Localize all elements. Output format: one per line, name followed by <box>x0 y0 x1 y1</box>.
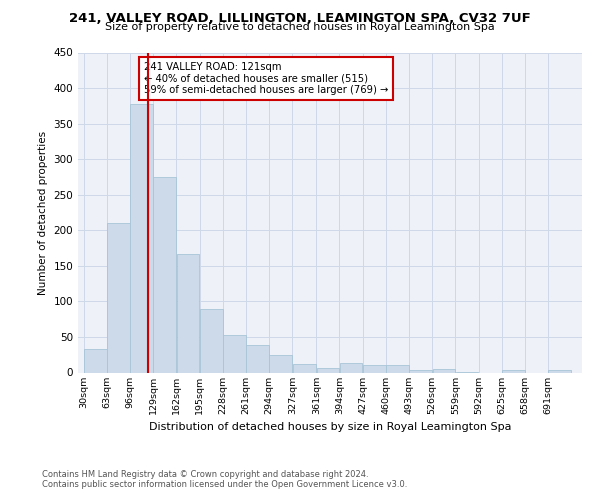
Bar <box>409 370 432 372</box>
Bar <box>386 366 409 372</box>
Text: 241 VALLEY ROAD: 121sqm
← 40% of detached houses are smaller (515)
59% of semi-d: 241 VALLEY ROAD: 121sqm ← 40% of detache… <box>143 62 388 96</box>
Bar <box>340 364 362 372</box>
Bar <box>246 345 269 372</box>
X-axis label: Distribution of detached houses by size in Royal Leamington Spa: Distribution of detached houses by size … <box>149 422 511 432</box>
Bar <box>107 223 130 372</box>
Bar <box>317 368 339 372</box>
Text: Size of property relative to detached houses in Royal Leamington Spa: Size of property relative to detached ho… <box>105 22 495 32</box>
Text: Contains HM Land Registry data © Crown copyright and database right 2024.
Contai: Contains HM Land Registry data © Crown c… <box>42 470 407 489</box>
Text: 241, VALLEY ROAD, LILLINGTON, LEAMINGTON SPA, CV32 7UF: 241, VALLEY ROAD, LILLINGTON, LEAMINGTON… <box>69 12 531 26</box>
Bar <box>130 104 153 372</box>
Bar <box>176 254 199 372</box>
Bar <box>433 369 455 372</box>
Bar <box>154 177 176 372</box>
Bar <box>223 335 246 372</box>
Bar <box>84 349 107 372</box>
Bar <box>293 364 316 372</box>
Bar <box>200 309 223 372</box>
Y-axis label: Number of detached properties: Number of detached properties <box>38 130 48 294</box>
Bar <box>363 364 386 372</box>
Bar <box>548 370 571 372</box>
Bar <box>502 370 525 372</box>
Bar <box>269 356 292 372</box>
